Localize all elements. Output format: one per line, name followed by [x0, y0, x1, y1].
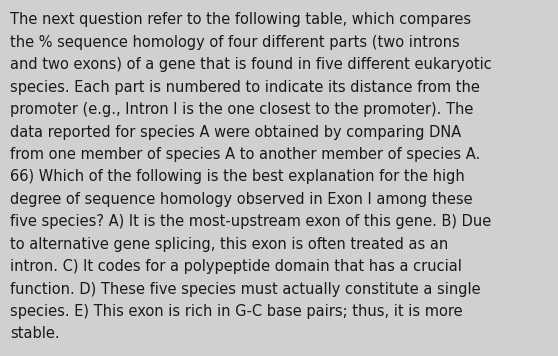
Text: degree of sequence homology observed in Exon I among these: degree of sequence homology observed in …	[10, 192, 473, 207]
Text: stable.: stable.	[10, 326, 60, 341]
Text: data reported for species A were obtained by comparing DNA: data reported for species A were obtaine…	[10, 125, 461, 140]
Text: 66) Which of the following is the best explanation for the high: 66) Which of the following is the best e…	[10, 169, 465, 184]
Text: species. E) This exon is rich in G-C base pairs; thus, it is more: species. E) This exon is rich in G-C bas…	[10, 304, 463, 319]
Text: The next question refer to the following table, which compares: The next question refer to the following…	[10, 12, 471, 27]
Text: intron. C) It codes for a polypeptide domain that has a crucial: intron. C) It codes for a polypeptide do…	[10, 259, 462, 274]
Text: the % sequence homology of four different parts (two introns: the % sequence homology of four differen…	[10, 35, 460, 50]
Text: five species? A) It is the most-upstream exon of this gene. B) Due: five species? A) It is the most-upstream…	[10, 214, 491, 229]
Text: to alternative gene splicing, this exon is often treated as an: to alternative gene splicing, this exon …	[10, 237, 448, 252]
Text: species. Each part is numbered to indicate its distance from the: species. Each part is numbered to indica…	[10, 80, 480, 95]
Text: promoter (e.g., Intron I is the one closest to the promoter). The: promoter (e.g., Intron I is the one clos…	[10, 102, 473, 117]
Text: and two exons) of a gene that is found in five different eukaryotic: and two exons) of a gene that is found i…	[10, 57, 492, 72]
Text: function. D) These five species must actually constitute a single: function. D) These five species must act…	[10, 282, 480, 297]
Text: from one member of species A to another member of species A.: from one member of species A to another …	[10, 147, 480, 162]
